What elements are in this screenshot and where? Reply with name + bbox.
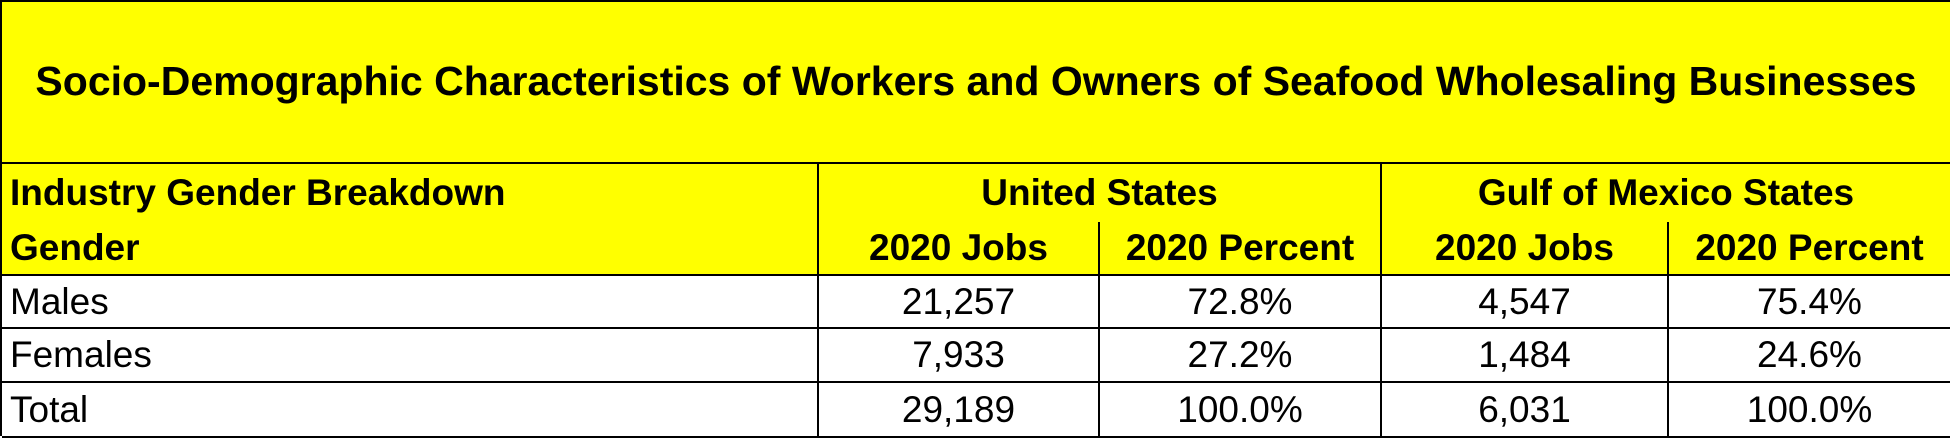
- table-cell: 27.2%: [1100, 329, 1382, 383]
- table-cell: 1,484: [1382, 329, 1669, 383]
- table-cell: 72.8%: [1100, 276, 1382, 329]
- column-header: 2020 Jobs: [819, 222, 1100, 276]
- table-title: Socio-Demographic Characteristics of Wor…: [2, 2, 1950, 164]
- table-cell: 24.6%: [1669, 329, 1950, 383]
- group-header: Gulf of Mexico States: [1382, 164, 1950, 222]
- row-header: Females: [2, 329, 819, 383]
- table-cell: 29,189: [819, 383, 1100, 438]
- row-label: Gender: [2, 222, 819, 276]
- table-cell: 21,257: [819, 276, 1100, 329]
- row-header: Total: [2, 383, 819, 438]
- column-header: 2020 Jobs: [1382, 222, 1669, 276]
- table-cell: 4,547: [1382, 276, 1669, 329]
- table-cell: 100.0%: [1100, 383, 1382, 438]
- column-header: 2020 Percent: [1100, 222, 1382, 276]
- group-label: Industry Gender Breakdown: [2, 164, 819, 222]
- table-cell: 7,933: [819, 329, 1100, 383]
- table-cell: 75.4%: [1669, 276, 1950, 329]
- column-header: 2020 Percent: [1669, 222, 1950, 276]
- group-header: United States: [819, 164, 1382, 222]
- table-cell: 100.0%: [1669, 383, 1950, 438]
- table-cell: 6,031: [1382, 383, 1669, 438]
- row-header: Males: [2, 276, 819, 329]
